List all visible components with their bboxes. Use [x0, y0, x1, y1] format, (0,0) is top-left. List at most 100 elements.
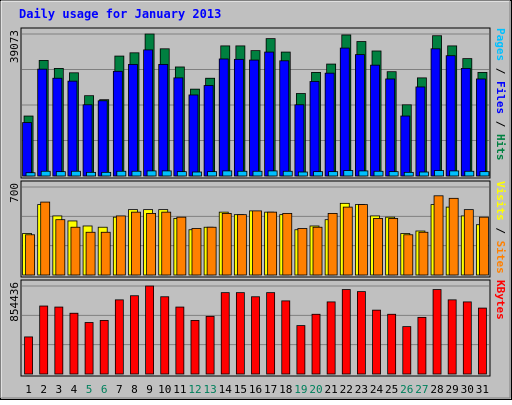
bar-sites-day-1	[25, 234, 35, 276]
bar-files-day-14	[218, 58, 229, 177]
bar-sites-day-29	[448, 197, 459, 276]
bar-kbytes-day-28	[432, 289, 442, 375]
x-tick-label: 18	[279, 383, 292, 396]
bar-kbytes-day-20	[311, 313, 321, 375]
bar-pages-day-3	[55, 171, 66, 177]
bar-files-day-23	[355, 54, 365, 177]
bar-pages-day-26	[403, 171, 414, 177]
bars-hits-files-pages	[22, 33, 490, 177]
bars-visits-sites	[22, 195, 489, 276]
x-tick-label: 17	[264, 383, 277, 396]
bar-kbytes-day-23	[357, 291, 366, 375]
x-axis-labels: 1 2 3 4 5 6 7 8 9 10 11 12 13 14 15 16 17 18 19 20 21 22 23 24 2…	[25, 383, 489, 396]
bar-pages-day-22	[343, 170, 354, 177]
bar-files-day-17	[264, 51, 275, 177]
bar-files-day-25	[385, 78, 396, 177]
bar-pages-day-18	[282, 170, 293, 177]
bar-sites-day-4	[70, 226, 81, 276]
bar-pages-day-28	[434, 170, 444, 177]
bar-kbytes-day-18	[281, 300, 291, 375]
x-tick-label: 2	[40, 383, 47, 396]
bar-files-day-11	[173, 77, 184, 177]
ymax-label-visits: 700	[8, 183, 21, 203]
bar-sites-day-31	[479, 216, 489, 276]
bar-files-day-22	[339, 47, 350, 177]
bar-sites-day-8	[131, 211, 141, 276]
bar-sites-day-27	[418, 231, 429, 276]
bar-pages-day-8	[131, 170, 142, 177]
bar-files-day-1	[22, 122, 32, 177]
bar-sites-day-26	[403, 234, 414, 276]
bar-sites-day-24	[373, 218, 383, 276]
bar-pages-day-21	[328, 171, 339, 177]
bar-pages-day-31	[479, 171, 490, 177]
bars-kbytes	[24, 285, 487, 375]
bar-sites-day-15	[236, 214, 247, 276]
bar-sites-day-10	[161, 211, 172, 276]
ymax-label-kbytes: 854436	[8, 282, 21, 322]
bar-kbytes-day-30	[462, 301, 472, 375]
bar-files-day-21	[324, 72, 335, 177]
bar-kbytes-day-4	[69, 312, 79, 375]
bar-sites-day-14	[221, 212, 232, 276]
bar-files-day-8	[128, 64, 138, 177]
panel-visits-sites	[20, 180, 491, 278]
bar-files-day-3	[52, 77, 63, 177]
bar-files-day-6	[97, 100, 108, 177]
x-tick-label: 16	[249, 383, 262, 396]
bar-kbytes-day-12	[190, 320, 200, 375]
bar-sites-day-25	[388, 218, 399, 276]
bar-kbytes-day-11	[175, 306, 185, 375]
bar-files-day-16	[249, 59, 259, 177]
x-tick-label: 15	[234, 383, 247, 396]
bar-sites-day-6	[100, 231, 111, 276]
legend-kbytes: KBytes	[494, 280, 507, 320]
bar-pages-day-6	[101, 171, 112, 177]
bar-files-day-30	[460, 68, 471, 177]
x-tick-label: 21	[325, 383, 338, 396]
bar-sites-day-18	[282, 212, 293, 276]
bar-files-day-13	[203, 85, 214, 177]
x-tick-label: 1	[25, 383, 32, 396]
bar-sites-day-5	[85, 231, 96, 276]
x-tick-label: 26	[400, 383, 413, 396]
panel-kbytes	[20, 279, 491, 377]
bar-files-day-7	[112, 70, 123, 177]
bar-kbytes-day-13	[205, 315, 215, 375]
bar-kbytes-day-15	[235, 292, 245, 375]
bar-pages-day-14	[222, 170, 233, 177]
bar-files-day-18	[279, 60, 290, 177]
bar-sites-day-22	[342, 206, 353, 276]
x-tick-label: 22	[340, 383, 353, 396]
bar-sites-day-3	[55, 219, 66, 276]
bar-sites-day-30	[463, 209, 474, 276]
ymax-label-hits: 39073	[8, 30, 21, 63]
bar-kbytes-day-1	[24, 336, 33, 375]
bar-pages-day-27	[419, 171, 429, 177]
bar-files-day-24	[370, 64, 380, 177]
x-tick-label: 20	[309, 383, 322, 396]
bar-kbytes-day-27	[417, 316, 427, 375]
bar-pages-day-13	[207, 171, 218, 177]
x-tick-label: 4	[71, 383, 78, 396]
x-tick-label: 13	[203, 383, 216, 396]
bar-pages-day-5	[86, 171, 96, 177]
bar-files-day-26	[400, 115, 411, 177]
bar-kbytes-day-19	[296, 325, 306, 375]
bar-pages-day-23	[358, 170, 369, 177]
bar-kbytes-day-17	[266, 292, 276, 375]
bar-kbytes-day-24	[372, 309, 381, 375]
x-tick-label: 24	[370, 383, 384, 396]
bar-files-day-10	[158, 64, 169, 177]
bar-pages-day-16	[252, 170, 263, 177]
x-tick-label: 28	[430, 383, 443, 396]
bar-sites-day-13	[206, 226, 217, 276]
bar-files-day-20	[309, 81, 320, 177]
bar-files-day-27	[415, 86, 426, 177]
bar-sites-day-20	[312, 226, 323, 276]
bar-pages-day-24	[373, 170, 384, 177]
bar-pages-day-20	[313, 171, 323, 177]
bar-kbytes-day-8	[130, 295, 139, 375]
bar-sites-day-9	[146, 212, 156, 276]
